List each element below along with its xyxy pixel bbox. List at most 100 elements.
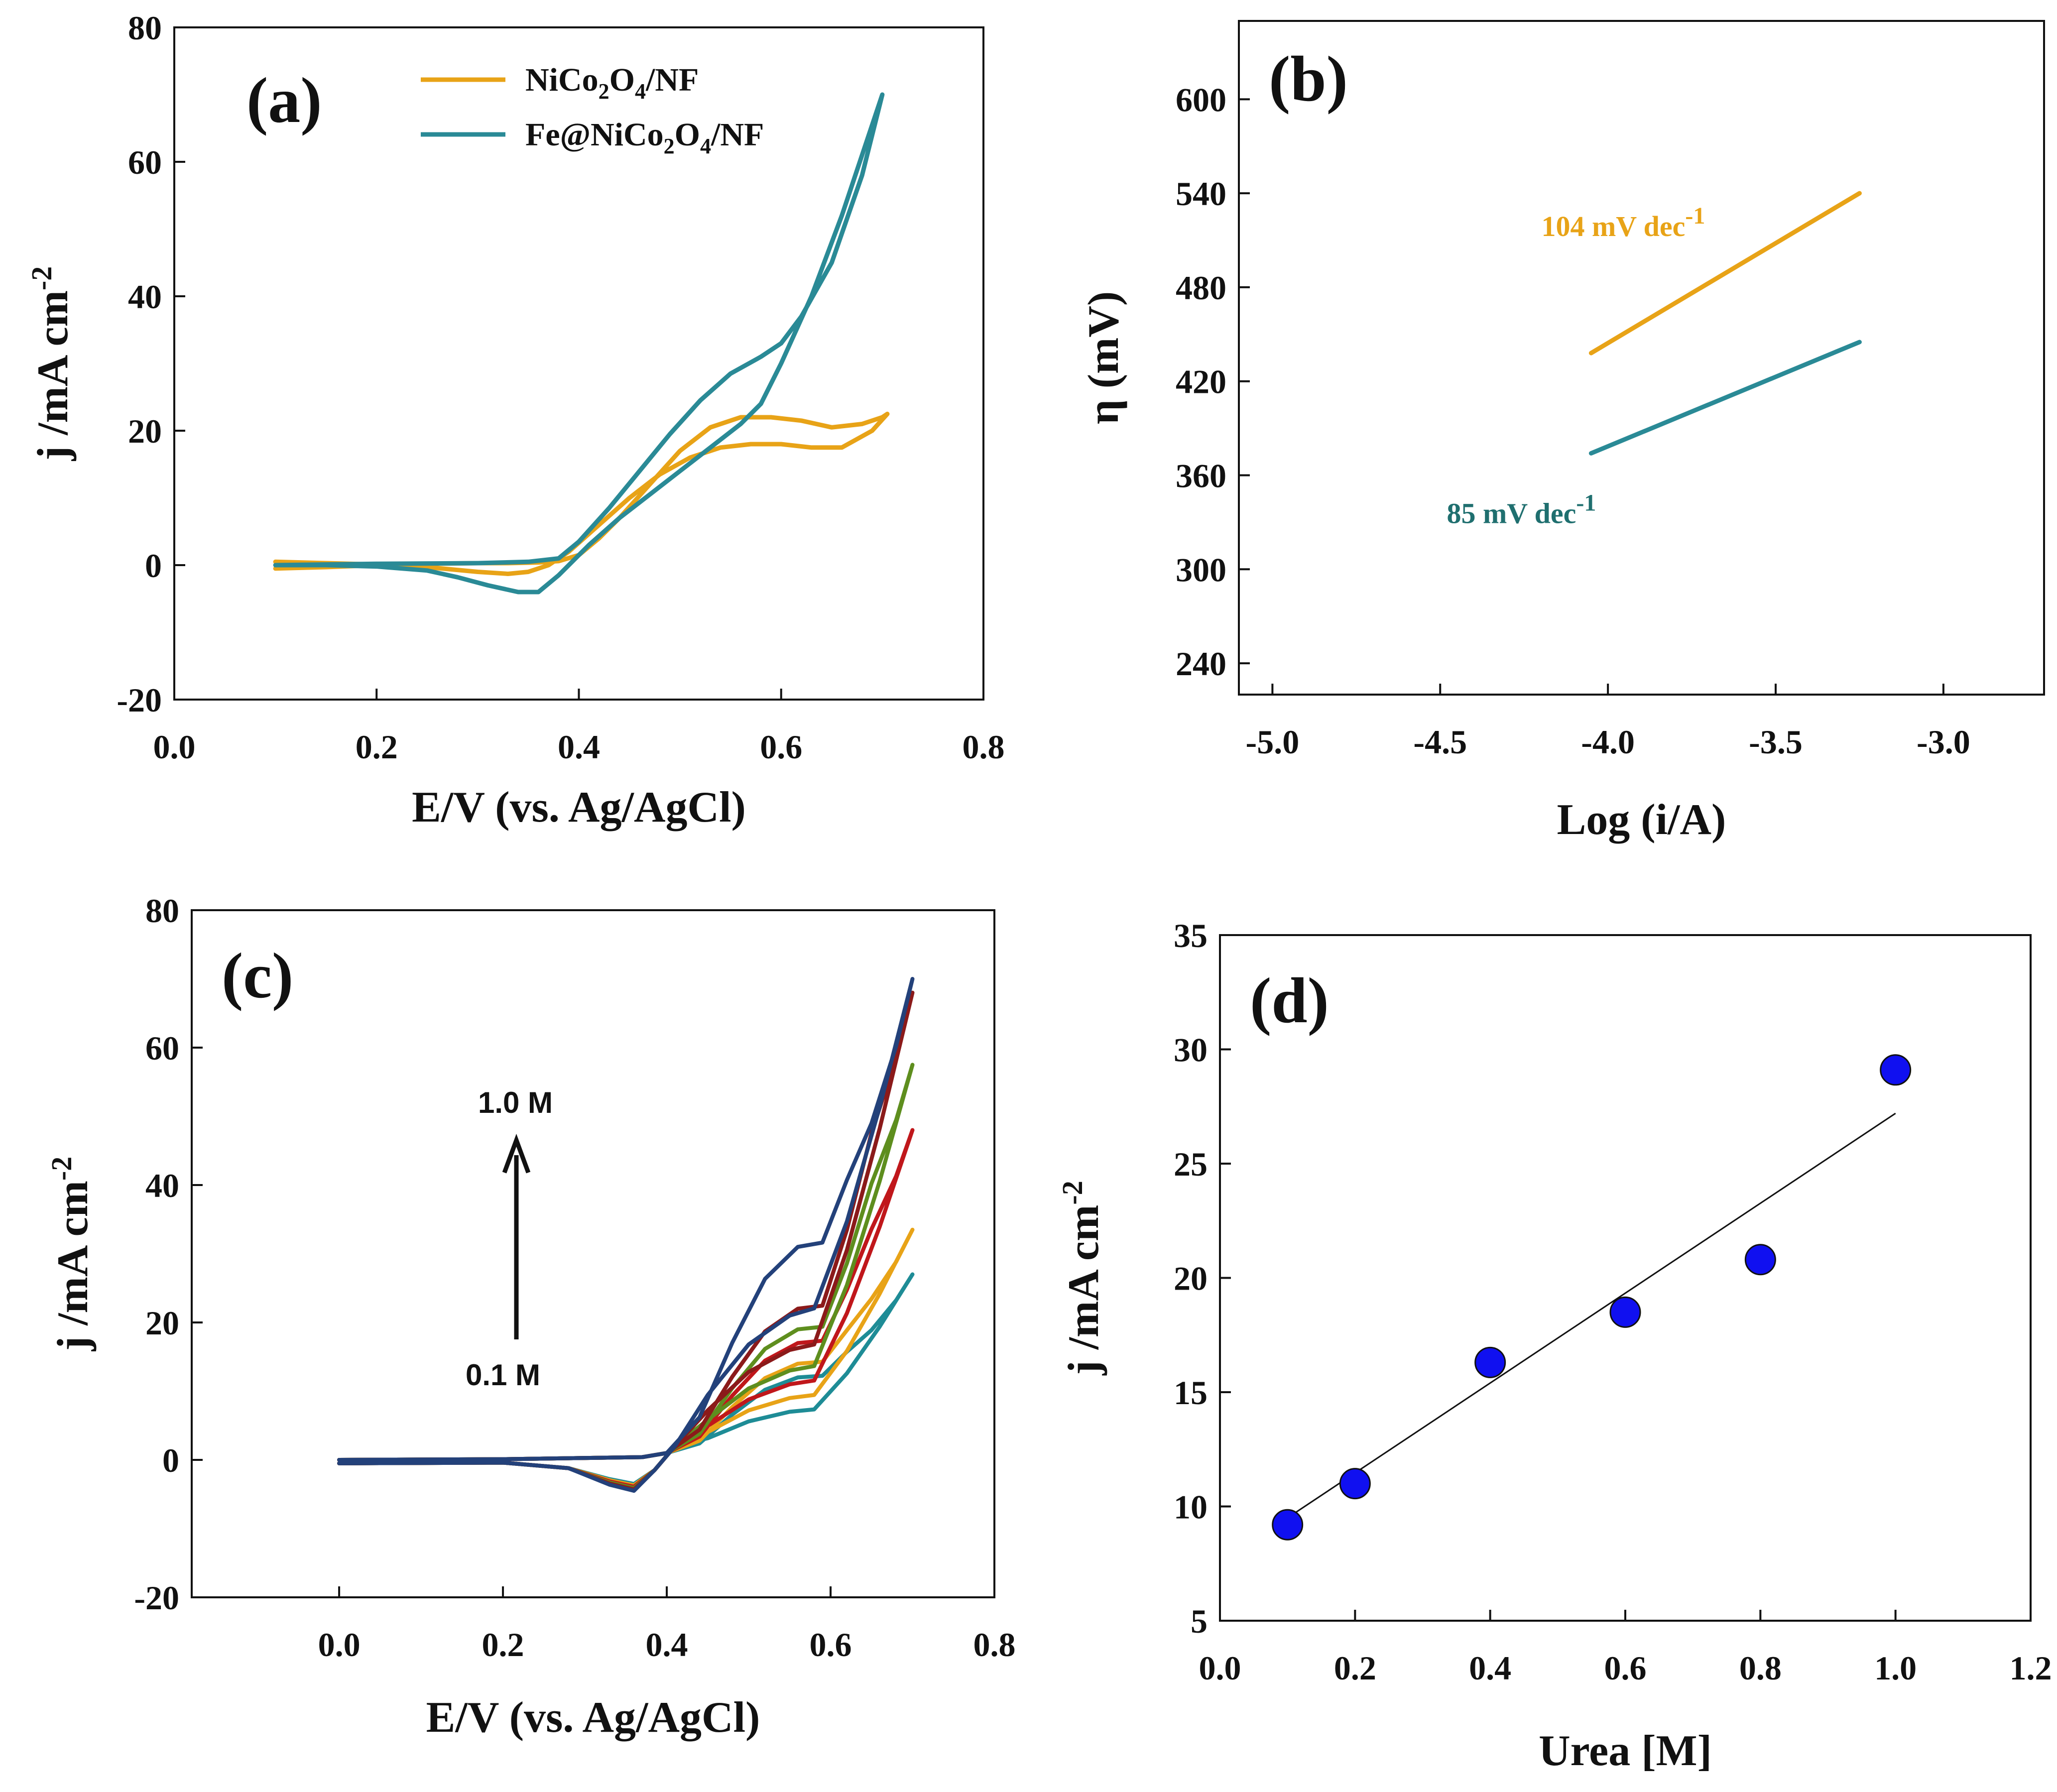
y-tick-label: -20 [134, 1579, 179, 1617]
legend-text-part: O [609, 62, 635, 98]
cv-line-5 [337, 977, 915, 1493]
y-tick-label: 30 [1174, 1031, 1208, 1069]
arrow-bottom-label: 0.1 M [466, 1358, 540, 1392]
x-tick-label: 0.0 [1199, 1649, 1241, 1687]
y-axis-title: j /mA cm-2 [1056, 1181, 1108, 1375]
legend-entry-1: Fe@NiCo2O4/NF [525, 117, 764, 158]
y-axis-title-main: j /mA cm [29, 290, 77, 461]
plot-frame [191, 909, 995, 1598]
legend-subscript: 4 [635, 79, 646, 104]
y-axis-title: η (mV) [1080, 291, 1128, 424]
y-tick-label: 20 [145, 1304, 179, 1342]
x-axis-title: Urea [M] [1539, 1727, 1712, 1775]
y-tick-label: 5 [1191, 1602, 1208, 1640]
y-tick-label: 240 [1176, 645, 1226, 683]
legend-text-part: Fe@NiCo [525, 117, 664, 153]
fit-line [1287, 1112, 1896, 1519]
panel-b-series: 104 mV dec-185 mV dec-1 [1447, 191, 1862, 529]
x-tick-label: 0.4 [1469, 1649, 1511, 1687]
y-tick-label: 60 [128, 143, 162, 181]
legend-subscript: 4 [700, 134, 711, 158]
y-tick-label: 25 [1174, 1145, 1208, 1183]
x-tick-label: 0.0 [318, 1626, 361, 1664]
y-tick-label: -20 [117, 681, 162, 719]
x-axis-title: Log (i/A) [1557, 796, 1726, 844]
y-axis-title: j /mA cm-2 [25, 266, 77, 461]
panel-label: (d) [1250, 965, 1329, 1037]
y-tick-label: 40 [128, 278, 162, 316]
y-tick-label: 80 [145, 892, 179, 930]
y-tick-label: 360 [1176, 457, 1226, 494]
series-line-1 [273, 92, 885, 595]
x-tick-label: 0.0 [153, 728, 196, 766]
panel-label: (b) [1269, 43, 1348, 115]
x-tick-label: 0.8 [973, 1626, 1016, 1664]
x-tick-label: 0.6 [810, 1626, 852, 1664]
legend-text-part: /NF [645, 62, 699, 98]
data-point-1 [1339, 1468, 1371, 1500]
data-point-4 [1744, 1244, 1776, 1276]
panel-label: (a) [246, 65, 322, 136]
panel-d-series [1272, 1054, 1912, 1541]
y-axis-title-main: η (mV) [1080, 291, 1128, 424]
y-tick-label: 20 [1174, 1260, 1208, 1298]
legend-text-part: /NF [711, 117, 764, 153]
y-tick-label: 80 [128, 9, 162, 47]
legend-subscript: 2 [599, 79, 609, 104]
arrow-top-label: 1.0 M [478, 1086, 553, 1119]
x-tick-label: 0.4 [646, 1626, 688, 1664]
x-tick-label: -5.0 [1246, 723, 1300, 761]
y-tick-label: 300 [1176, 551, 1226, 589]
x-tick-label: 1.2 [2010, 1649, 2052, 1687]
slope-label-sup: -1 [1685, 203, 1705, 229]
slope-label-main: 85 mV dec [1447, 497, 1576, 529]
legend-entry-0: NiCo2O4/NF [525, 62, 699, 104]
y-axis-title: j /mA cm-2 [45, 1157, 97, 1351]
panel-a-axes: 0.0 0.2 0.4 0.6 0.8 -20 0 20 40 60 80 E/V (vs. Ag/A… [25, 9, 1005, 832]
tafel-line-0 [1588, 191, 1862, 356]
x-tick-label: 0.2 [482, 1626, 524, 1664]
x-tick-label: -4.0 [1581, 723, 1635, 761]
y-tick-label: 20 [128, 412, 162, 450]
cv-line-4 [337, 990, 915, 1492]
y-axis-title-main: j /mA cm [1060, 1205, 1108, 1376]
y-tick-label: 10 [1174, 1488, 1208, 1526]
y-tick-label: 600 [1176, 81, 1226, 119]
y-tick-label: 0 [162, 1441, 179, 1479]
y-axis-title-main: j /mA cm [49, 1181, 97, 1351]
legend-text-part: O [675, 117, 700, 153]
slope-label-sup: -1 [1576, 489, 1596, 516]
y-tick-label: 40 [145, 1167, 179, 1204]
panel-b-axes: -5.0 -4.5 -4.0 -3.5 -3.0 240 300 360 420 480 540 60… [1080, 20, 2045, 844]
y-axis-title-sup: -2 [25, 266, 58, 290]
x-tick-label: 0.6 [760, 728, 802, 766]
x-axis-title: E/V (vs. Ag/AgCl) [426, 1693, 760, 1742]
panel-c-axes: 0.0 0.2 0.4 0.6 0.8 -20 0 20 40 60 80 E/V (vs. Ag/A… [45, 892, 1016, 1742]
x-tick-label: -4.5 [1413, 723, 1467, 761]
legend-subscript: 2 [664, 134, 675, 158]
x-tick-label: 0.8 [963, 728, 1005, 766]
y-tick-label: 420 [1176, 363, 1226, 401]
data-point-3 [1609, 1296, 1641, 1328]
y-axis-title-sup: -2 [1056, 1181, 1089, 1204]
y-tick-label: 60 [145, 1029, 179, 1067]
data-point-5 [1880, 1054, 1912, 1086]
x-tick-label: -3.5 [1749, 723, 1803, 761]
x-tick-label: 0.4 [558, 728, 600, 766]
panel-label: (c) [222, 940, 293, 1012]
y-tick-label: 0 [145, 547, 162, 585]
plot-frame [1219, 934, 2032, 1622]
data-point-0 [1272, 1509, 1304, 1541]
y-axis-title-sup: -2 [45, 1157, 78, 1181]
y-tick-label: 480 [1176, 269, 1226, 307]
plot-frame [1238, 20, 2045, 696]
data-point-2 [1474, 1346, 1506, 1378]
panel-a-series [273, 92, 890, 595]
slope-label-main: 104 mV dec [1541, 210, 1685, 242]
x-tick-label: 0.8 [1739, 1649, 1782, 1687]
tafel-line-1 [1588, 340, 1862, 456]
legend-text-part: NiCo [525, 62, 599, 98]
slope-label-1: 85 mV dec-1 [1447, 489, 1596, 529]
